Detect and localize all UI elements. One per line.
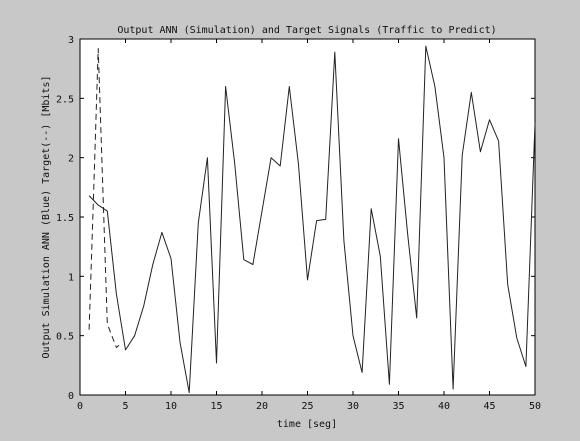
y-axis-label: Output Simulation ANN (Blue) Target(--) … (41, 76, 52, 359)
x-tick-label: 10 (165, 401, 177, 412)
x-tick-label: 0 (77, 401, 83, 412)
y-tick-label: 3 (68, 35, 74, 46)
x-tick-label: 25 (301, 401, 313, 412)
series-line-target (88, 48, 120, 348)
series-layer (88, 45, 536, 394)
y-tick-label: 0 (68, 391, 74, 402)
y-axis: 0 0.5 1 1.5 2 2.5 3 (56, 35, 535, 402)
series-line-simulation (88, 45, 536, 394)
x-tick-label: 35 (392, 401, 404, 412)
x-tick-label: 20 (256, 401, 268, 412)
y-tick-label: 1 (68, 272, 74, 283)
x-tick-label: 15 (210, 401, 222, 412)
y-tick-label: 0.5 (56, 332, 74, 343)
x-tick-label: 40 (438, 401, 450, 412)
x-axis: 0 5 10 15 20 25 30 35 40 45 50 (77, 39, 541, 412)
x-axis-label: time [seg] (277, 419, 337, 430)
x-tick-label: 30 (347, 401, 359, 412)
y-tick-label: 2.5 (56, 94, 74, 105)
plot-area (79, 38, 536, 396)
x-tick-label: 50 (529, 401, 541, 412)
x-tick-label: 5 (122, 401, 128, 412)
y-tick-label: 2 (68, 154, 74, 165)
y-tick-label: 1.5 (56, 213, 74, 224)
chart-title: Output ANN (Simulation) and Target Signa… (117, 25, 496, 36)
x-tick-label: 45 (483, 401, 495, 412)
